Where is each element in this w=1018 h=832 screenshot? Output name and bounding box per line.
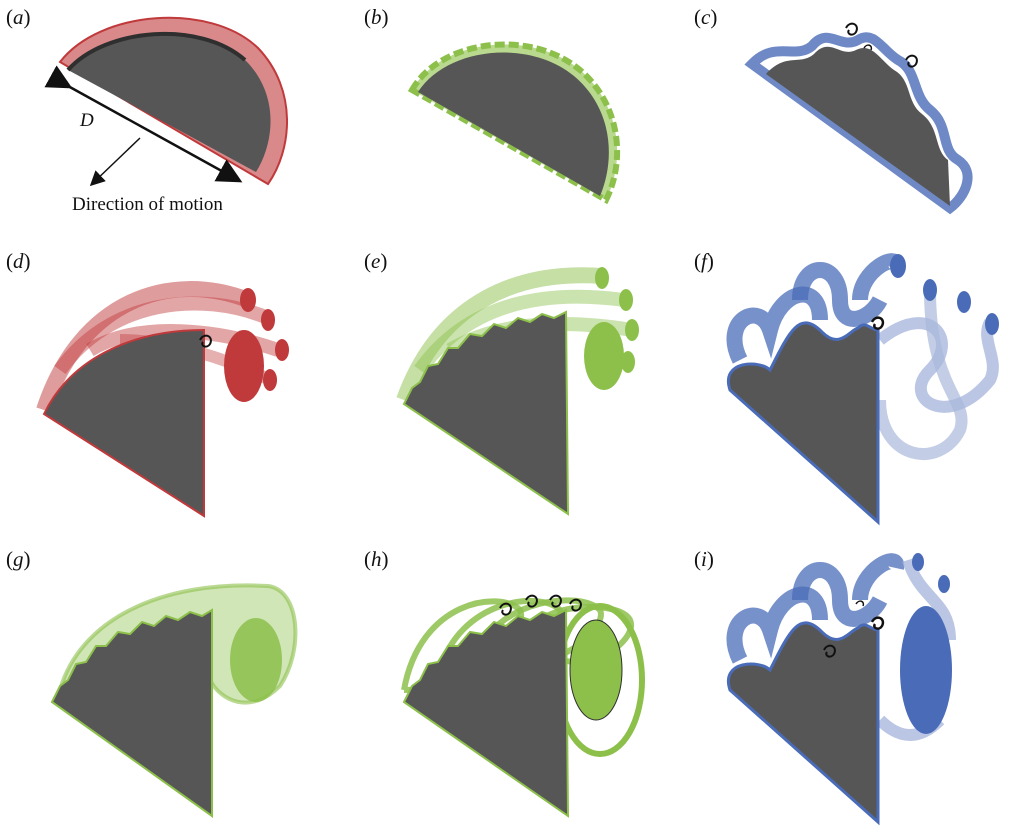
vortex-f1	[870, 316, 885, 330]
tube-end-red-3	[275, 339, 289, 361]
panel-a: D Direction of motion	[44, 16, 288, 215]
vortex-i1	[823, 644, 836, 658]
loop-blue-i1	[726, 586, 828, 664]
panel-f	[726, 253, 999, 526]
diameter-label: D	[79, 110, 94, 131]
tube-end-green-3	[625, 319, 639, 341]
panel-g	[50, 583, 298, 818]
plate-quarter-serrated-g	[50, 608, 213, 818]
panel-c	[744, 22, 973, 215]
loop-blue-i2	[792, 562, 888, 627]
vortex-i3	[870, 616, 885, 630]
vortex-i2	[855, 600, 865, 607]
wake-core-green-g	[230, 618, 282, 702]
panel-h	[401, 594, 645, 818]
loop-blue-1	[726, 286, 828, 364]
motion-arrow	[89, 137, 141, 187]
panel-label-f: (f)	[694, 249, 714, 273]
panel-label-e: (e)	[364, 249, 387, 273]
vortex-c2	[863, 44, 873, 51]
wake-tube-green-1	[396, 267, 603, 403]
plate-quarter-wavy-f	[726, 321, 880, 526]
tube-end-red-2	[261, 309, 275, 331]
loop-blue-i3	[852, 553, 905, 601]
panel-label-g: (g)	[6, 547, 31, 571]
plate-quarter-serrated-e	[402, 310, 570, 516]
vortex-d1	[199, 334, 212, 348]
panel-b	[407, 41, 621, 205]
panel-label-a: (a)	[6, 5, 31, 29]
vortex-c1	[845, 22, 858, 36]
wavy-edge-blue	[744, 32, 973, 215]
loop-blue-faint-2	[874, 289, 968, 460]
vortex-c3	[905, 54, 918, 68]
panel-label-h: (h)	[364, 547, 389, 571]
tube-end-blue-2	[923, 279, 937, 301]
plate-quarter-wavy-i	[726, 621, 880, 826]
tube-end-blue-1	[890, 254, 906, 278]
vortex-h3	[549, 594, 562, 608]
panel-label-i: (i)	[694, 547, 714, 571]
wake-core-green	[584, 322, 624, 390]
loop-blue-2	[792, 262, 888, 327]
plate-serrated	[418, 52, 609, 196]
panel-e	[396, 267, 639, 516]
tube-end-red-1	[240, 288, 256, 312]
tube-end-green-1	[595, 267, 609, 289]
wake-tube-green-2	[414, 289, 625, 375]
panel-label-d: (d)	[6, 249, 31, 273]
tube-end-green-2	[619, 289, 633, 311]
direction-of-motion-label: Direction of motion	[72, 194, 223, 215]
panel-label-b: (b)	[364, 5, 389, 29]
tube-end-blue-i1	[912, 553, 924, 571]
wake-core-red	[224, 330, 264, 402]
vortex-h2	[525, 594, 538, 608]
wake-tube-red-1	[36, 281, 251, 413]
plate-edge	[66, 31, 247, 72]
tube-end-red-4	[263, 369, 277, 391]
tube-end-green-4	[621, 351, 635, 373]
tube-end-blue-3	[957, 291, 971, 313]
plate-quarter-serrated-h	[402, 608, 570, 818]
vortex-h1	[499, 602, 512, 616]
vortex-h4	[569, 598, 582, 612]
tube-end-blue-4	[985, 313, 999, 335]
tube-end-blue-i2	[938, 575, 950, 593]
plate-quarter-red	[42, 328, 205, 518]
wake-core-blue	[900, 606, 952, 734]
diameter-arrow	[44, 65, 243, 183]
panel-label-c: (c)	[694, 5, 717, 29]
panel-i	[726, 553, 956, 826]
wake-tube-red-2	[54, 296, 271, 375]
ring-core-green	[569, 619, 623, 721]
plate-wavy	[766, 46, 950, 206]
panel-d	[36, 281, 289, 518]
